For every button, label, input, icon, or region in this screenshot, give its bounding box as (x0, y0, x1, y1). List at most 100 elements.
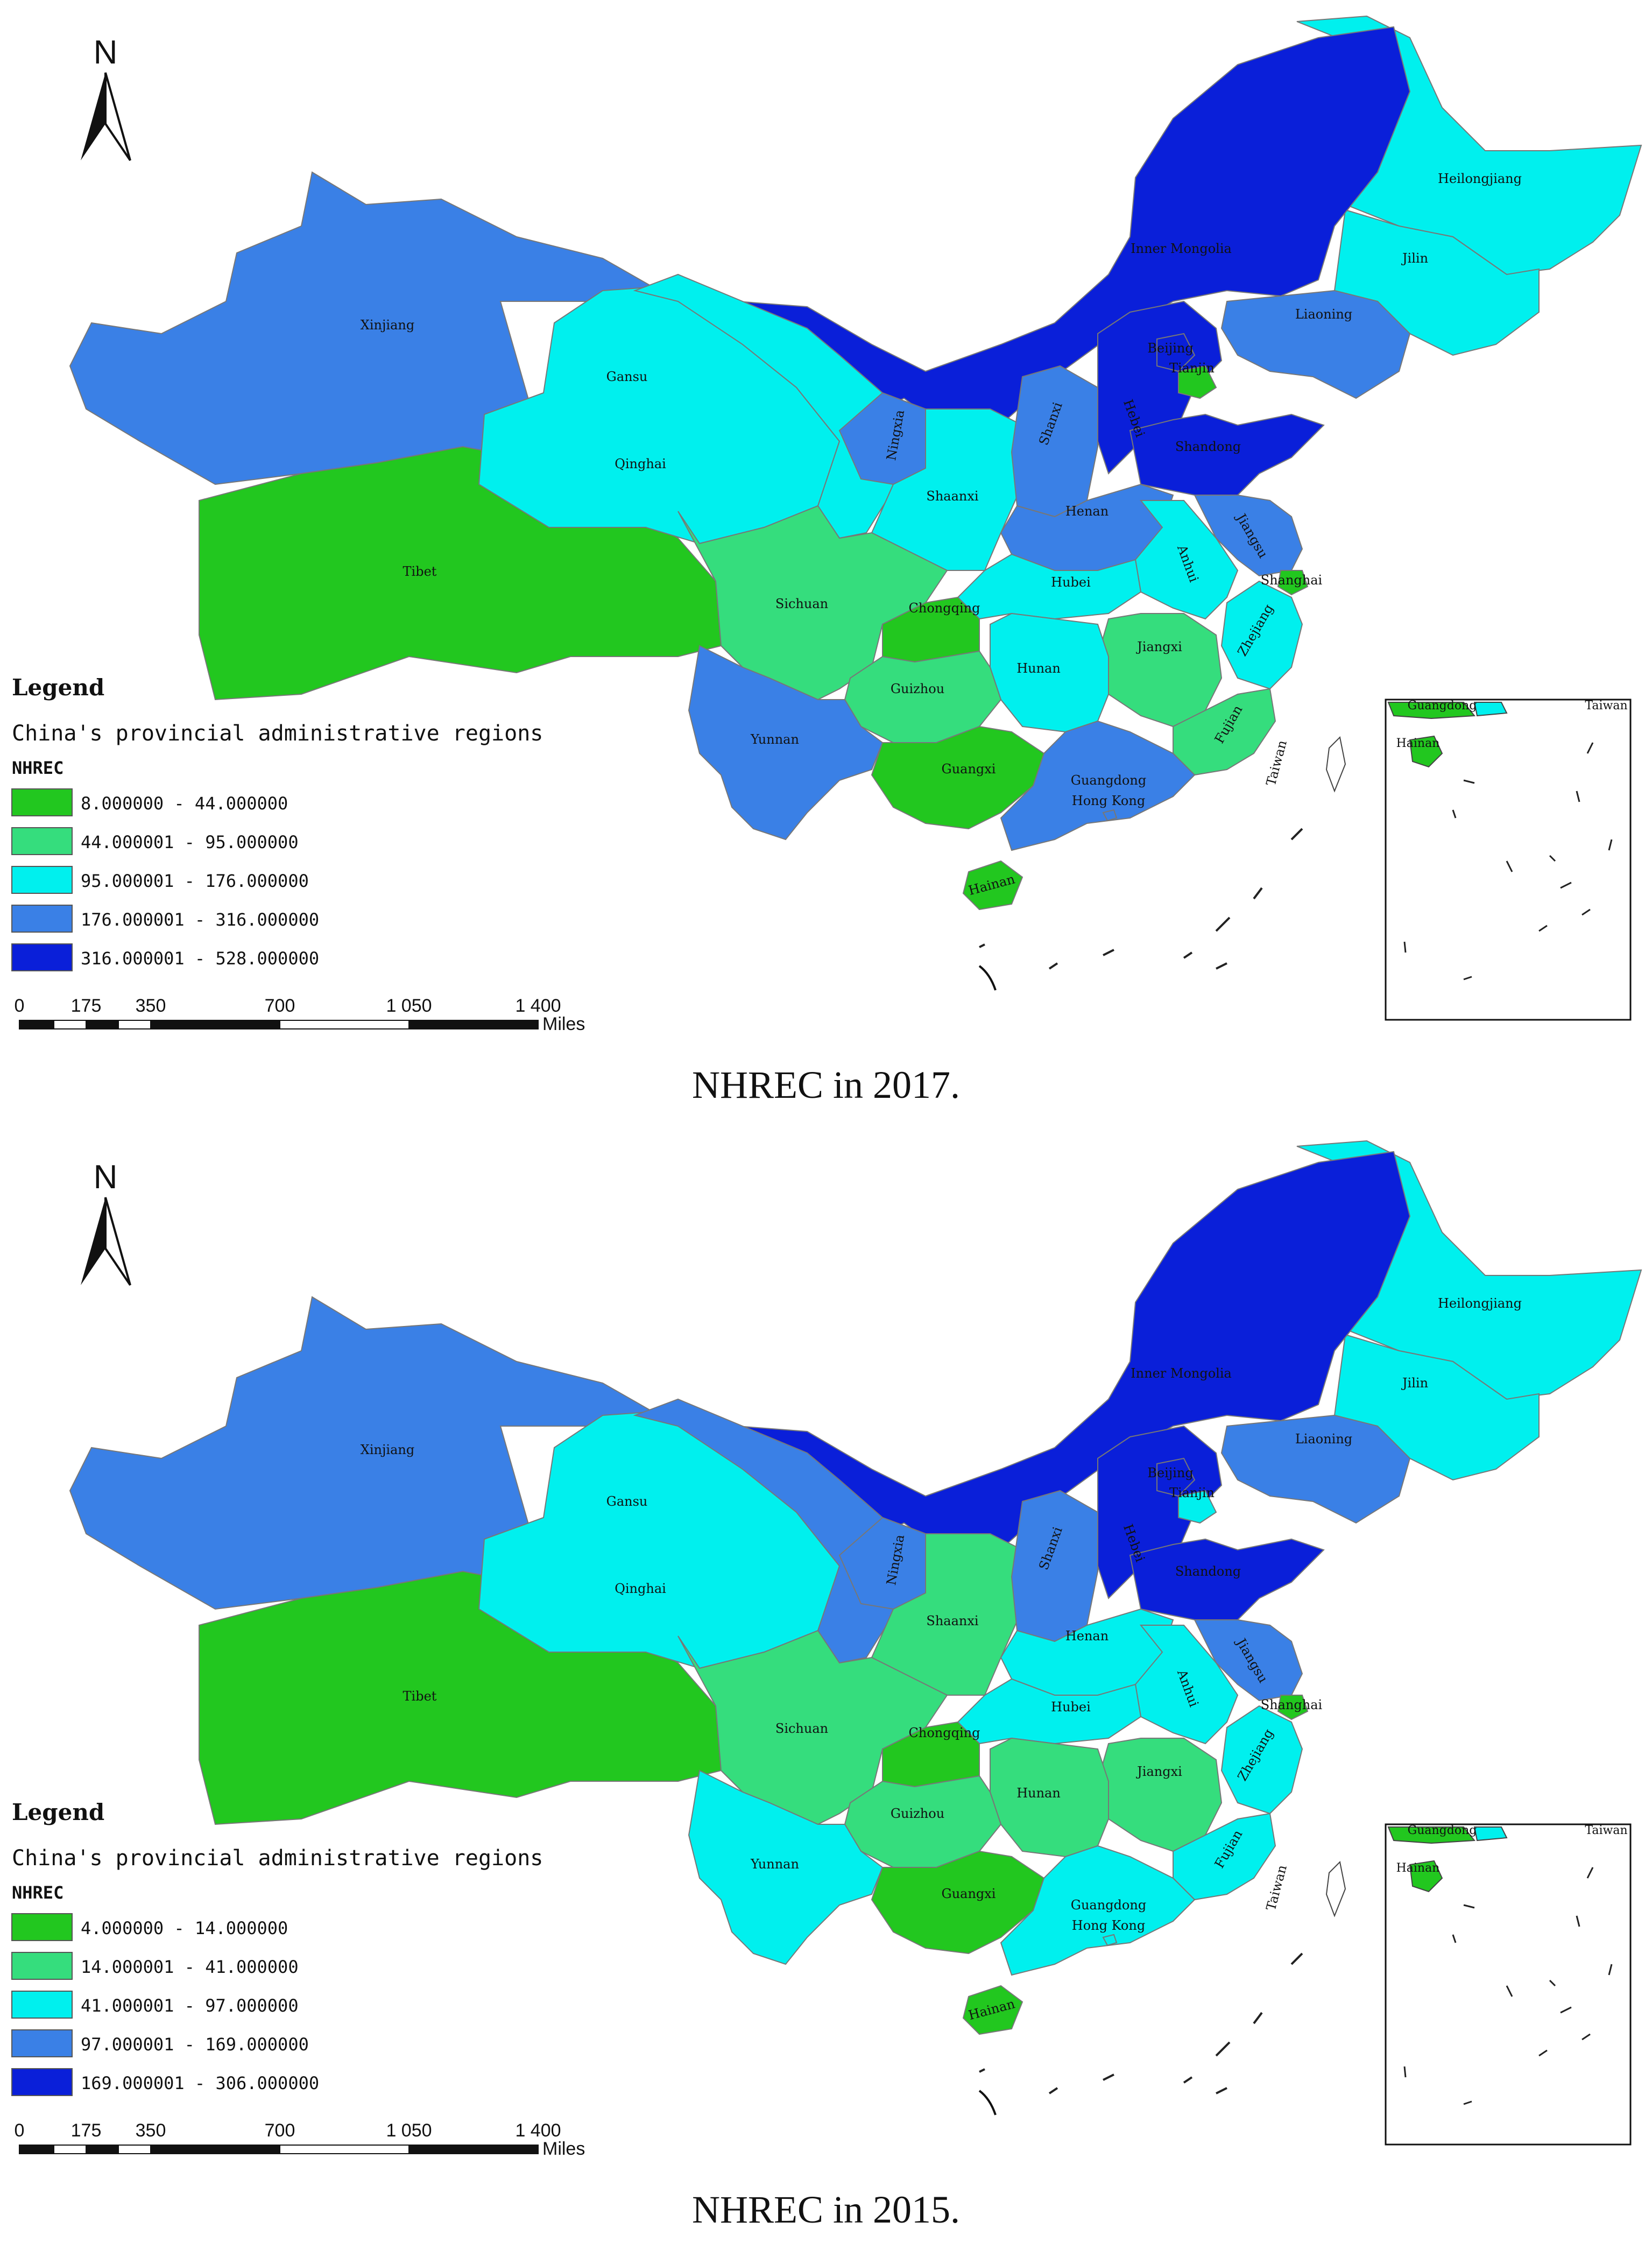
legend-class-4: 97.000001 - 169.000000 (81, 2034, 309, 2055)
province-label-sichuan: Sichuan (775, 596, 828, 611)
province-label-hubei: Hubei (1051, 1699, 1091, 1715)
province-yunnan (688, 645, 884, 841)
province-hong-kong (1102, 1934, 1118, 1946)
province-label-guangxi: Guangxi (942, 761, 996, 777)
province-label-taiwan: Taiwan (1263, 1864, 1290, 1913)
scale-tick-5: 1 400 (515, 996, 561, 1016)
province-label-hubei: Hubei (1051, 575, 1091, 590)
scale-tick-2: 350 (136, 996, 166, 1016)
scale-tick-2: 350 (136, 2120, 166, 2141)
inset-label-taiwan: Taiwan (1585, 1824, 1627, 1837)
legend-layer-name: China's provincial administrative region… (12, 721, 543, 746)
province-label-guizhou: Guizhou (891, 681, 944, 696)
province-beijing (1156, 333, 1196, 372)
province-jiangxi (1097, 613, 1223, 728)
map-panel-2015: Heilongjiang Jilin Liaoning Inner Mongolia X… (0, 1125, 1652, 2243)
legend-field-name: NHREC (12, 1882, 63, 1903)
province-shanxi (1011, 365, 1098, 518)
north-arrow-icon (81, 1197, 105, 1285)
province-label-sichuan: Sichuan (775, 1721, 828, 1736)
province-anhui (1134, 1625, 1239, 1745)
caption-2015: NHREC in 2015. (691, 2188, 961, 2231)
province-hong-kong (1102, 809, 1118, 822)
province-liaoning (1220, 290, 1411, 399)
province-label-chongqing: Chongqing (909, 601, 980, 616)
province-label-guizhou: Guizhou (891, 1806, 944, 1821)
province-label-xinjiang: Xinjiang (361, 1442, 414, 1457)
province-label-shandong: Shandong (1175, 1564, 1241, 1579)
scale-unit: Miles (542, 1014, 585, 1034)
province-label-hong-kong: Hong Kong (1072, 1918, 1145, 1933)
legend-class-2: 44.000001 - 95.000000 (81, 832, 299, 852)
scale-tick-0: 0 (15, 2120, 25, 2141)
province-inner-mongolia (670, 1151, 1411, 1556)
province-label-yunnan: Yunnan (750, 732, 799, 747)
province-label-beijing: Beijing (1147, 1465, 1193, 1480)
province-label-inner-mongolia: Inner Mongolia (1131, 1366, 1232, 1381)
province-label-qinghai: Qinghai (615, 1581, 666, 1596)
legend-title: Legend (12, 1799, 104, 1825)
province-label-jilin: Jilin (1401, 1376, 1428, 1391)
legend: Legend China's provincial administrative … (11, 674, 543, 971)
province-label-xinjiang: Xinjiang (361, 318, 414, 333)
province-label-guangdong: Guangdong (1071, 1898, 1146, 1913)
province-label-gansu: Gansu (606, 1494, 648, 1509)
map-figure-2015: Heilongjiang Jilin Liaoning Inner Mongolia X… (11, 1140, 1642, 2159)
province-label-henan: Henan (1065, 1628, 1109, 1644)
province-label-shanghai: Shanghai (1261, 573, 1323, 588)
legend-swatch-3 (11, 866, 73, 894)
province-label-liaoning: Liaoning (1295, 1431, 1352, 1447)
province-shandong (1129, 413, 1325, 496)
province-taiwan (1325, 1860, 1346, 1917)
scale-tick-1: 175 (71, 2120, 102, 2141)
province-label-gansu: Gansu (606, 369, 648, 384)
province-hebei (1097, 1425, 1223, 1599)
legend-class-2: 14.000001 - 41.000000 (81, 1957, 299, 1977)
north-label: N (94, 34, 118, 71)
island-marks (978, 1952, 1303, 2115)
province-label-beijing: Beijing (1147, 341, 1193, 356)
caption-2017: NHREC in 2017. (691, 1063, 961, 1106)
province-label-tibet: Tibet (403, 564, 437, 579)
province-label-shanghai: Shanghai (1261, 1697, 1323, 1712)
province-shanghai (1277, 570, 1309, 596)
province-guangdong (1000, 1845, 1196, 1976)
province-yunnan (688, 1769, 884, 1965)
inset-label-guangdong: Guangdong (1408, 1824, 1477, 1837)
legend-title: Legend (12, 674, 104, 701)
inset-label-hainan: Hainan (1396, 1861, 1440, 1875)
legend-swatch-5 (11, 2068, 73, 2096)
legend-class-3: 41.000001 - 97.000000 (81, 1995, 299, 2016)
legend-class-5: 316.000001 - 528.000000 (81, 948, 319, 969)
scale-unit: Miles (542, 2139, 585, 2159)
inset-label-guangdong: Guangdong (1408, 699, 1477, 713)
legend-swatch-4 (11, 905, 73, 933)
legend-class-1: 8.000000 - 44.000000 (81, 793, 288, 814)
province-label-shaanxi: Shaanxi (926, 489, 979, 504)
province-beijing (1156, 1457, 1196, 1497)
province-guangxi (871, 725, 1045, 830)
province-hebei (1097, 300, 1223, 475)
north-arrow: N (81, 34, 131, 161)
province-taiwan (1325, 736, 1346, 793)
legend-swatch-2 (11, 827, 73, 855)
map-figure-2017: Heilongjiang Jilin Liaoning Inner Mongolia X… (11, 15, 1642, 1034)
province-label-shandong: Shandong (1175, 439, 1241, 454)
scale-tick-4: 1 050 (386, 996, 432, 1016)
province-label-guangdong: Guangdong (1071, 773, 1146, 788)
north-arrow: N (81, 1159, 131, 1286)
scale-tick-0: 0 (15, 996, 25, 1016)
province-guangxi (871, 1850, 1045, 1955)
province-label-tianjin: Tianjin (1169, 361, 1215, 376)
province-label-shaanxi: Shaanxi (926, 1613, 979, 1628)
province-label-inner-mongolia: Inner Mongolia (1131, 241, 1232, 256)
province-tianjin (1178, 365, 1217, 399)
province-jiangxi (1097, 1738, 1223, 1852)
province-label-jiangxi: Jiangxi (1135, 639, 1182, 654)
province-guangdong (1000, 720, 1196, 851)
province-anhui (1134, 500, 1239, 620)
inset-map: Guangdong Taiwan Hainan (1385, 1823, 1632, 2146)
province-label-jiangxi: Jiangxi (1135, 1764, 1182, 1779)
